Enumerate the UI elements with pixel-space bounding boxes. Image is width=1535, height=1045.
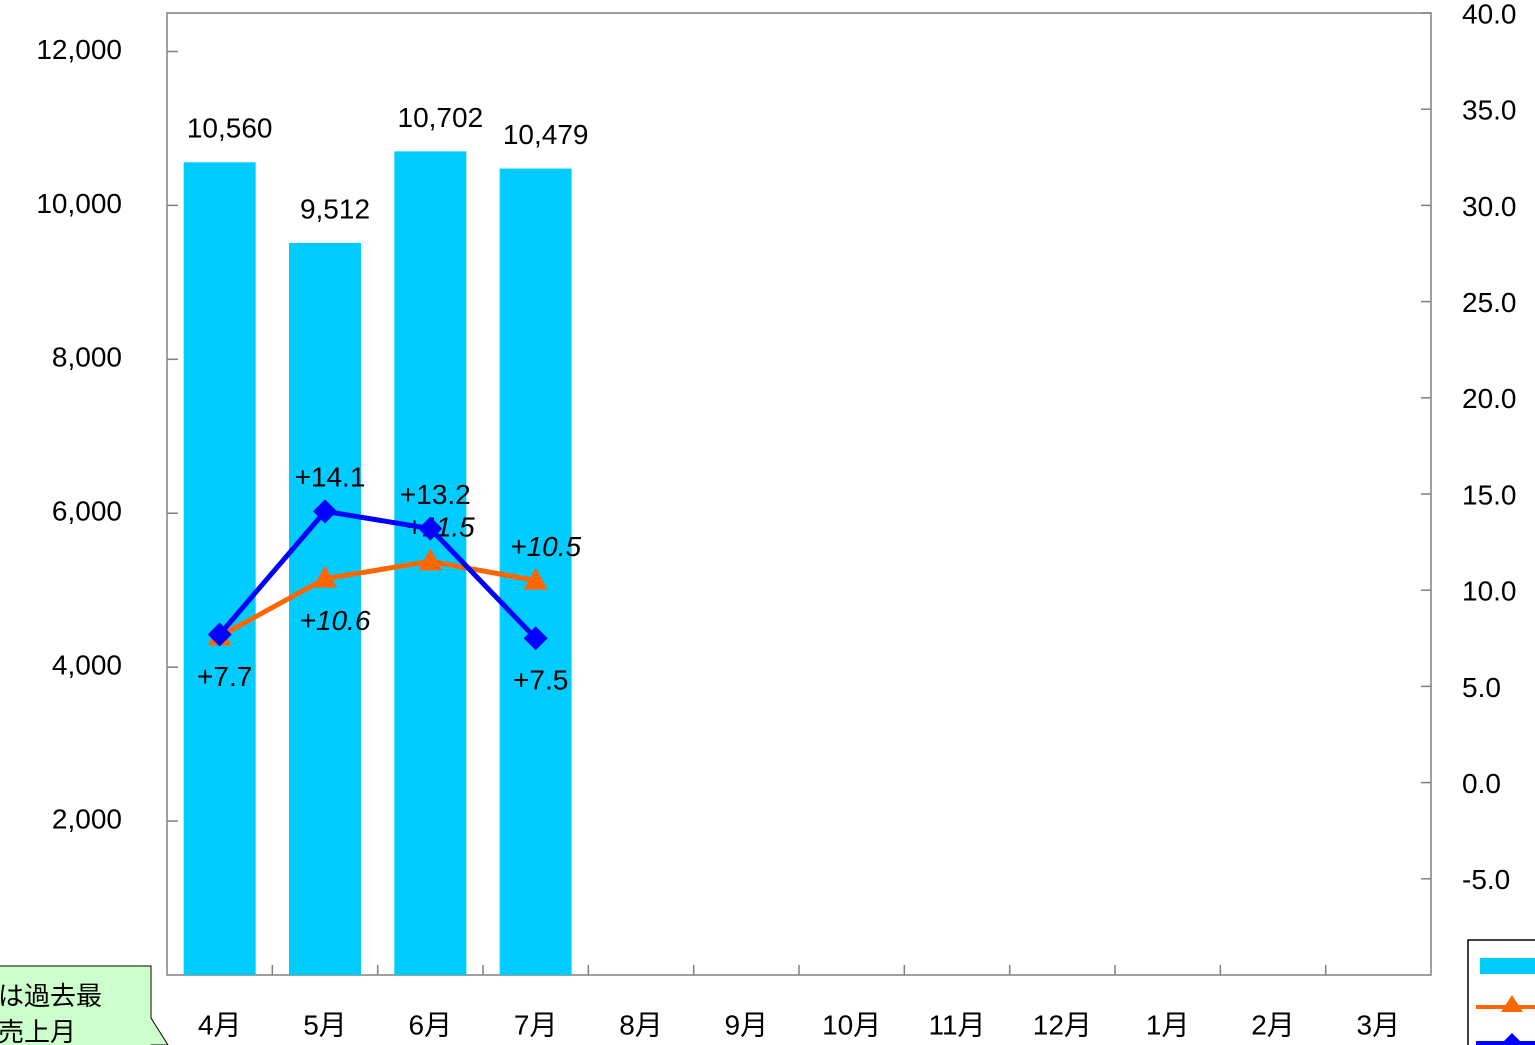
x-tick-label: 2月 xyxy=(1251,1009,1295,1040)
marker xyxy=(523,567,548,590)
bar-value-label: 9,512 xyxy=(300,193,370,224)
x-tick-label: 8月 xyxy=(619,1009,663,1040)
y2-tick-label: 0.0 xyxy=(1462,768,1501,799)
line-value-label: +7.7 xyxy=(197,661,252,692)
bar-value-label: 10,560 xyxy=(187,113,273,144)
line-value-label: +13.2 xyxy=(400,479,471,510)
legend-box xyxy=(1467,939,1535,1045)
marker xyxy=(313,499,337,524)
x-tick-label: 5月 xyxy=(303,1009,347,1040)
y2-tick-label: 25.0 xyxy=(1462,287,1517,318)
y-tick-label: 6,000 xyxy=(52,496,122,527)
x-tick-label: 11月 xyxy=(928,1009,985,1040)
y2-tick-label: 35.0 xyxy=(1462,95,1517,126)
line-value-label: +7.5 xyxy=(513,665,568,696)
marker xyxy=(523,626,548,651)
annotation: は過去最 売上月 xyxy=(0,965,169,1045)
line xyxy=(217,508,538,641)
y-tick-label: 4,000 xyxy=(52,650,122,681)
y2-tick-label: -5.0 xyxy=(1462,864,1510,895)
y2-tick-label: 30.0 xyxy=(1462,191,1517,222)
x-tick-label: 3月 xyxy=(1357,1009,1401,1040)
bar-value-label: 10,702 xyxy=(398,102,484,133)
legend-swatch xyxy=(1480,958,1535,974)
annotation-text: 売上月 xyxy=(0,1017,76,1045)
x-tick-label: 12月 xyxy=(1033,1009,1092,1040)
y-tick-label: 8,000 xyxy=(52,342,122,373)
bar-value-label: 10,479 xyxy=(503,119,589,150)
y2-tick-label: 10.0 xyxy=(1462,576,1517,607)
marker xyxy=(313,565,337,588)
line-value-label: +14.1 xyxy=(295,462,366,493)
line-value-label: +10.5 xyxy=(510,531,581,562)
y2-tick-label: 20.0 xyxy=(1462,383,1517,414)
marker xyxy=(207,622,232,647)
y2-tick-label: 40.0 xyxy=(1462,0,1517,29)
y-tick-label: 10,000 xyxy=(36,188,122,219)
line-value-label: +10.6 xyxy=(300,605,371,636)
x-tick-label: 6月 xyxy=(409,1009,453,1040)
x-tick-label: 1月 xyxy=(1146,1009,1190,1040)
marker xyxy=(418,548,443,571)
legend-swatch xyxy=(1502,1033,1522,1045)
annotation-box xyxy=(0,965,169,1045)
marker xyxy=(418,516,443,541)
line xyxy=(218,558,537,639)
legend xyxy=(1467,939,1535,1045)
y2-tick-label: 15.0 xyxy=(1462,479,1517,510)
x-tick-label: 7月 xyxy=(514,1009,558,1040)
x-tick-label: 4月 xyxy=(198,1009,242,1040)
x-tick-label: 9月 xyxy=(725,1009,769,1040)
y2-tick-label: 5.0 xyxy=(1462,672,1501,703)
x-tick-label: 10月 xyxy=(822,1009,881,1040)
bar xyxy=(289,242,361,975)
legend-swatch xyxy=(1501,995,1523,1012)
y-tick-label: 2,000 xyxy=(52,803,122,834)
y-tick-label: 12,000 xyxy=(36,34,122,65)
annotation-text: は過去最 xyxy=(0,981,102,1011)
bar xyxy=(183,162,256,976)
